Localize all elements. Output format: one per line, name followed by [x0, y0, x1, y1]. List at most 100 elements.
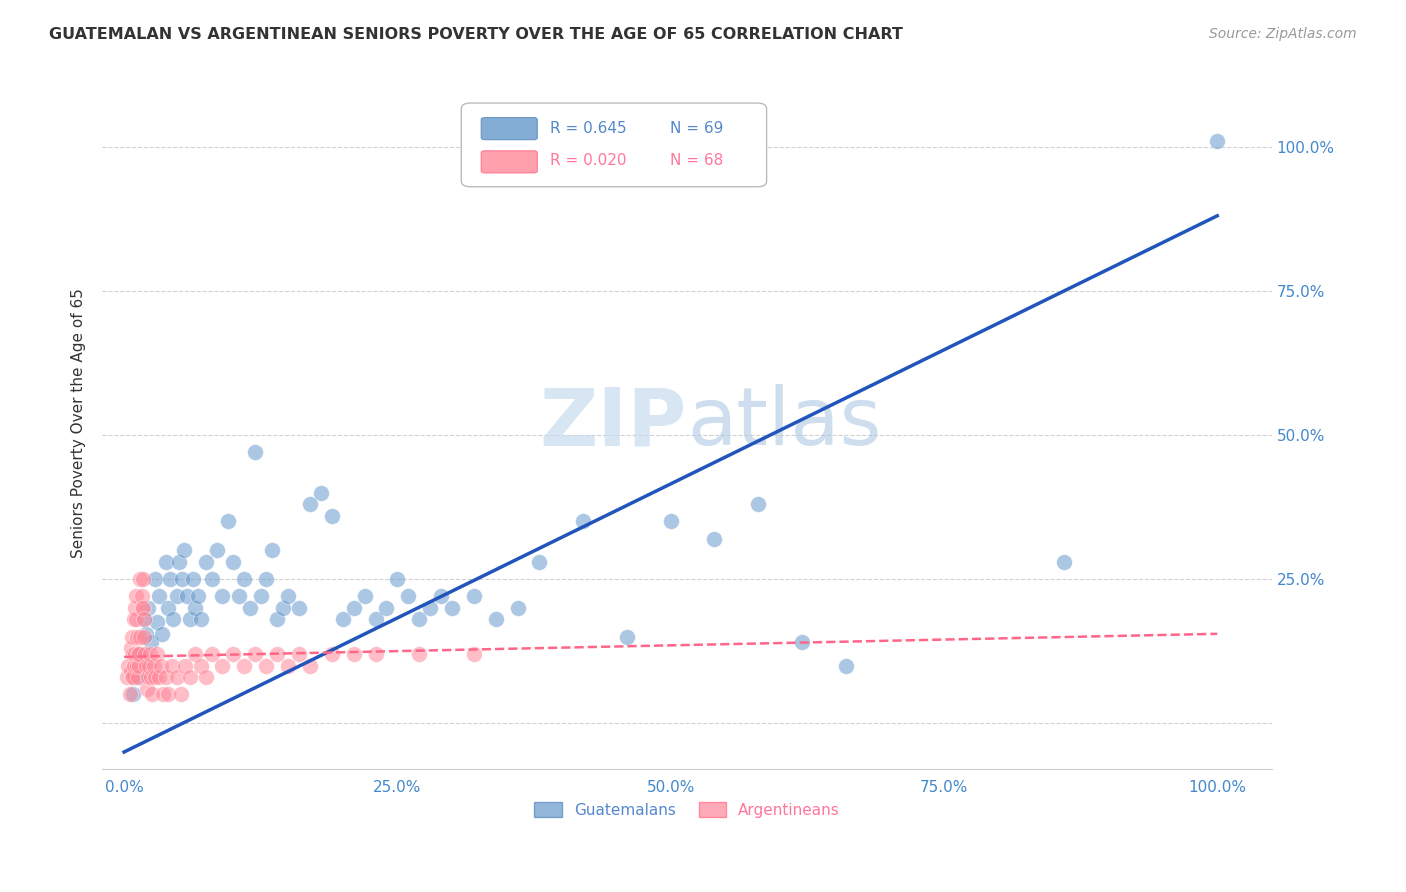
Point [141, 687, 163, 701]
FancyBboxPatch shape [481, 151, 537, 173]
Point [298, 658, 321, 673]
Point [127, 647, 149, 661]
Point [222, 555, 245, 569]
Point [266, 647, 288, 661]
Point [485, 612, 508, 626]
Point [375, 600, 398, 615]
Point [364, 647, 387, 661]
Point [166, 670, 188, 684]
Point [309, 485, 332, 500]
Point [131, 600, 153, 615]
Point [529, 555, 551, 569]
Point [239, 600, 262, 615]
Point [132, 630, 155, 644]
Point [463, 647, 485, 661]
Point [222, 647, 245, 661]
Point [190, 658, 212, 673]
Point [117, 658, 139, 673]
Point [211, 590, 233, 604]
Point [138, 658, 160, 673]
Point [148, 590, 170, 604]
Point [122, 658, 145, 673]
Point [125, 590, 148, 604]
Point [233, 572, 256, 586]
Point [179, 670, 201, 684]
Point [408, 612, 430, 626]
Point [245, 445, 267, 459]
Point [174, 658, 197, 673]
Point [266, 612, 288, 626]
Point [143, 572, 166, 586]
Point [332, 612, 354, 626]
Point [463, 590, 485, 604]
FancyBboxPatch shape [481, 118, 537, 140]
Point [277, 590, 299, 604]
Point [124, 647, 146, 661]
Point [200, 572, 222, 586]
Point [703, 532, 725, 546]
Point [173, 543, 195, 558]
Point [122, 612, 145, 626]
Point [132, 612, 155, 626]
Point [129, 647, 152, 661]
Point [118, 687, 141, 701]
Point [343, 647, 366, 661]
Point [834, 658, 856, 673]
Point [128, 647, 150, 661]
Text: GUATEMALAN VS ARGENTINEAN SENIORS POVERTY OVER THE AGE OF 65 CORRELATION CHART: GUATEMALAN VS ARGENTINEAN SENIORS POVERT… [49, 27, 903, 42]
Point [195, 670, 218, 684]
Point [167, 555, 190, 569]
Text: N = 68: N = 68 [669, 153, 723, 168]
Point [254, 572, 277, 586]
Point [321, 647, 343, 661]
Point [121, 630, 143, 644]
Point [146, 647, 169, 661]
Point [298, 497, 321, 511]
Point [396, 590, 419, 604]
Point [430, 590, 453, 604]
Point [128, 658, 150, 673]
Point [387, 572, 409, 586]
Point [148, 670, 170, 684]
Point [254, 658, 277, 673]
Point [440, 600, 463, 615]
Point [190, 612, 212, 626]
Point [195, 555, 218, 569]
Point [572, 515, 595, 529]
Y-axis label: Seniors Poverty Over the Age of 65: Seniors Poverty Over the Age of 65 [72, 288, 86, 558]
Point [245, 647, 267, 661]
Point [659, 515, 682, 529]
Point [134, 647, 156, 661]
Point [156, 687, 179, 701]
Point [139, 647, 162, 661]
Text: atlas: atlas [688, 384, 882, 462]
Point [129, 572, 152, 586]
Point [117, 670, 139, 684]
Point [288, 647, 311, 661]
Point [790, 635, 813, 649]
Point [155, 670, 177, 684]
Point [150, 627, 173, 641]
Point [200, 647, 222, 661]
Point [506, 600, 529, 615]
Point [364, 612, 387, 626]
Text: Source: ZipAtlas.com: Source: ZipAtlas.com [1209, 27, 1357, 41]
Point [181, 572, 204, 586]
Point [136, 600, 159, 615]
Point [205, 543, 228, 558]
Point [408, 647, 430, 661]
Point [166, 590, 188, 604]
Point [124, 600, 146, 615]
Point [211, 658, 233, 673]
Point [233, 658, 256, 673]
Point [132, 612, 155, 626]
Point [187, 590, 209, 604]
Point [135, 658, 157, 673]
Point [160, 658, 183, 673]
Point [141, 635, 163, 649]
Point [143, 670, 166, 684]
Point [1206, 134, 1229, 148]
Point [142, 658, 165, 673]
Point [127, 658, 149, 673]
Text: N = 69: N = 69 [669, 121, 723, 136]
